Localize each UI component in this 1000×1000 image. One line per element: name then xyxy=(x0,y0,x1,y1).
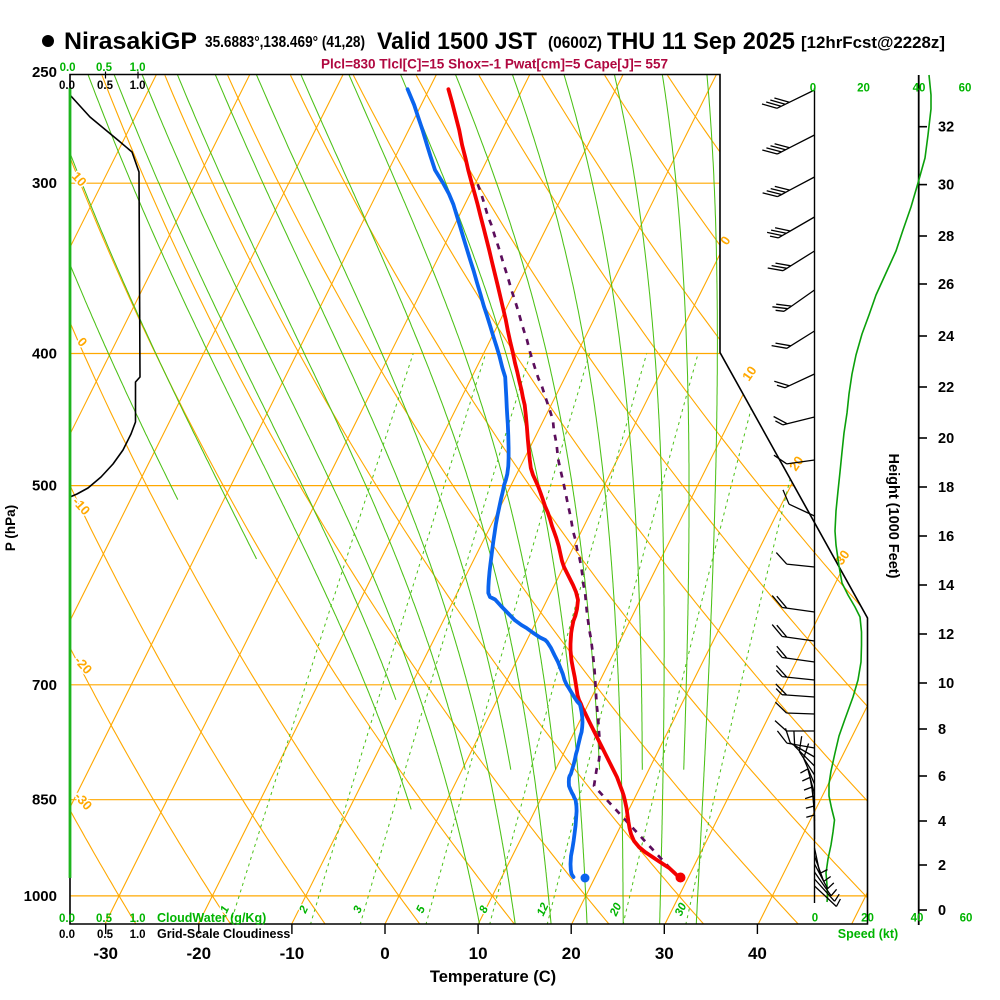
svg-text:0: 0 xyxy=(380,944,389,963)
svg-text:700: 700 xyxy=(32,677,57,694)
svg-text:1.0: 1.0 xyxy=(130,929,146,941)
svg-text:Height (1000 Feet): Height (1000 Feet) xyxy=(885,454,901,579)
svg-text:Speed (kt): Speed (kt) xyxy=(838,927,898,941)
svg-text:35.6883°,138.469° (41,28): 35.6883°,138.469° (41,28) xyxy=(205,34,365,51)
svg-text:12: 12 xyxy=(938,627,954,643)
svg-text:Temperature (C): Temperature (C) xyxy=(430,968,556,986)
svg-text:0.5: 0.5 xyxy=(96,913,113,925)
svg-text:14: 14 xyxy=(938,578,954,594)
svg-text:20: 20 xyxy=(562,944,581,963)
svg-text:0: 0 xyxy=(938,903,946,919)
svg-text:1.0: 1.0 xyxy=(130,913,146,925)
svg-text:10: 10 xyxy=(938,676,954,692)
svg-text:24: 24 xyxy=(938,329,954,345)
svg-text:32: 32 xyxy=(938,120,954,136)
svg-text:-20: -20 xyxy=(187,944,212,963)
svg-text:CloudWater (g/Kg): CloudWater (g/Kg) xyxy=(157,911,266,925)
svg-text:0: 0 xyxy=(810,83,816,95)
svg-text:300: 300 xyxy=(32,175,57,192)
svg-text:20: 20 xyxy=(857,83,870,95)
svg-text:6: 6 xyxy=(938,769,946,785)
svg-text:0.5: 0.5 xyxy=(96,62,113,74)
svg-text:NirasakiGP: NirasakiGP xyxy=(64,28,197,55)
svg-text:0.0: 0.0 xyxy=(60,62,76,74)
svg-text:0.5: 0.5 xyxy=(97,929,114,941)
svg-text:28: 28 xyxy=(938,229,954,245)
svg-text:8: 8 xyxy=(938,722,946,738)
svg-text:40: 40 xyxy=(748,944,767,963)
svg-text:Plcl=830 Tlcl[C]=15 Shox=-1 Pw: Plcl=830 Tlcl[C]=15 Shox=-1 Pwat[cm]=5 C… xyxy=(321,57,668,72)
svg-text:0: 0 xyxy=(812,913,818,925)
svg-text:Grid-Scale Cloudiness: Grid-Scale Cloudiness xyxy=(157,927,290,941)
svg-text:0.5: 0.5 xyxy=(97,80,114,92)
svg-text:0.0: 0.0 xyxy=(59,929,75,941)
svg-text:18: 18 xyxy=(938,480,954,496)
svg-text:2: 2 xyxy=(938,858,946,874)
svg-text:Valid 1500 JST: Valid 1500 JST xyxy=(377,28,537,55)
svg-text:1.0: 1.0 xyxy=(130,80,146,92)
svg-text:500: 500 xyxy=(32,478,57,495)
svg-text:4: 4 xyxy=(938,814,946,830)
svg-text:0.0: 0.0 xyxy=(59,913,75,925)
svg-text:10: 10 xyxy=(469,944,488,963)
svg-text:[12hrFcst@2228z]: [12hrFcst@2228z] xyxy=(801,33,945,52)
svg-text:40: 40 xyxy=(911,913,924,925)
svg-text:400: 400 xyxy=(32,346,57,363)
svg-text:30: 30 xyxy=(655,944,674,963)
svg-text:850: 850 xyxy=(32,792,57,809)
svg-text:20: 20 xyxy=(861,913,874,925)
svg-text:P (hPa): P (hPa) xyxy=(3,505,18,551)
svg-text:-30: -30 xyxy=(93,944,118,963)
svg-text:40: 40 xyxy=(913,83,926,95)
svg-text:22: 22 xyxy=(938,380,954,396)
svg-text:20: 20 xyxy=(938,431,954,447)
svg-text:26: 26 xyxy=(938,277,954,293)
svg-text:60: 60 xyxy=(959,83,972,95)
svg-text:(0600Z): (0600Z) xyxy=(548,33,602,52)
svg-text:60: 60 xyxy=(960,913,973,925)
svg-text:16: 16 xyxy=(938,529,954,545)
svg-text:-10: -10 xyxy=(280,944,305,963)
svg-text:1000: 1000 xyxy=(24,888,57,905)
svg-text:250: 250 xyxy=(32,64,57,81)
svg-text:1.0: 1.0 xyxy=(130,62,146,74)
svg-text:30: 30 xyxy=(938,178,954,194)
svg-text:0.0: 0.0 xyxy=(59,80,75,92)
svg-text:THU 11 Sep 2025: THU 11 Sep 2025 xyxy=(607,28,795,55)
